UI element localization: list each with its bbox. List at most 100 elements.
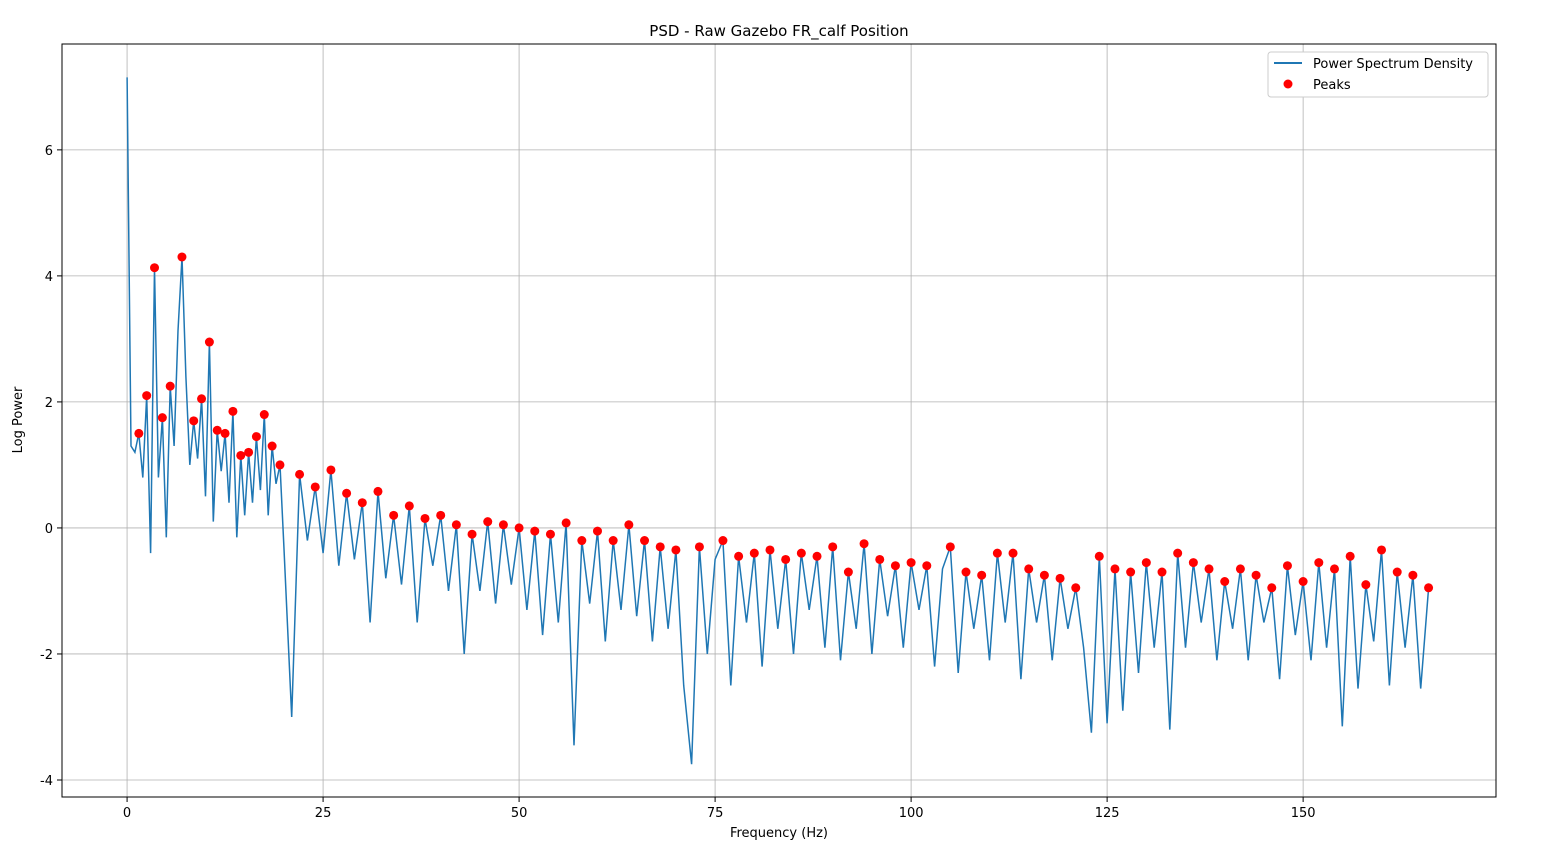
peak-point [436, 510, 446, 520]
x-tick-label: 150 [1291, 806, 1316, 821]
peak-point [1251, 570, 1261, 580]
peak-point [1204, 564, 1214, 574]
peak-point [906, 558, 916, 568]
peak-point [977, 570, 987, 580]
peak-point [1055, 573, 1065, 583]
peak-point [357, 498, 367, 508]
y-tick-label: 2 [45, 396, 53, 411]
peak-point [389, 510, 399, 520]
peak-point [859, 539, 869, 549]
peak-point [212, 425, 222, 435]
legend-label: Peaks [1313, 78, 1351, 93]
peak-point [142, 391, 152, 401]
peak-point [694, 542, 704, 552]
peak-point [228, 406, 238, 416]
peak-point [165, 381, 175, 391]
peak-point [561, 518, 571, 528]
psd-line [126, 77, 1430, 765]
legend-label: Power Spectrum Density [1313, 57, 1473, 72]
peak-point [157, 413, 167, 423]
peak-point [295, 469, 305, 479]
peak-point [1345, 551, 1355, 561]
peak-point [1361, 580, 1371, 590]
peak-point [451, 520, 461, 530]
peak-point [640, 536, 650, 546]
peak-point [467, 529, 477, 539]
peak-point [1282, 561, 1292, 571]
y-tick-label: 4 [45, 270, 53, 285]
legend-marker [1283, 79, 1293, 89]
peak-point [326, 465, 336, 475]
peak-point [1392, 567, 1402, 577]
peak-point [1141, 558, 1151, 568]
peak-point [1267, 583, 1277, 593]
peak-point [204, 337, 214, 347]
peak-point [1157, 567, 1167, 577]
peak-point [1110, 564, 1120, 574]
y-tick-label: 6 [45, 144, 53, 159]
peak-point [1126, 567, 1136, 577]
peak-point [781, 554, 791, 564]
peak-point [236, 450, 246, 460]
peak-point [267, 441, 277, 451]
peak-point [244, 447, 254, 457]
peak-point [671, 545, 681, 555]
peak-point [134, 428, 144, 438]
peak-point [828, 542, 838, 552]
peak-point [1377, 545, 1387, 555]
peak-point [592, 526, 602, 536]
peak-point [945, 542, 955, 552]
peak-point [608, 536, 618, 546]
peak-point [890, 561, 900, 571]
x-tick-label: 25 [315, 806, 332, 821]
peak-point [961, 567, 971, 577]
y-tick-label: -2 [40, 648, 53, 663]
peak-point [577, 536, 587, 546]
peak-point [992, 548, 1002, 558]
peak-point [1329, 564, 1339, 574]
peak-point [1188, 558, 1198, 568]
peak-point [624, 520, 634, 530]
x-tick-label: 50 [511, 806, 528, 821]
peak-point [498, 520, 508, 530]
peak-point [220, 428, 230, 438]
peak-point [275, 460, 285, 470]
peak-point [251, 432, 261, 442]
peak-point [875, 554, 885, 564]
plot-frame [61, 43, 1497, 798]
peak-point [843, 567, 853, 577]
peak-point [373, 486, 383, 496]
x-tick-label: 125 [1095, 806, 1120, 821]
peak-point [765, 545, 775, 555]
peak-point [1024, 564, 1034, 574]
peak-point [150, 263, 160, 273]
x-axis-label: Frequency (Hz) [730, 826, 828, 841]
x-tick-label: 75 [707, 806, 724, 821]
peak-point [1314, 558, 1324, 568]
peak-point [1220, 576, 1230, 586]
peak-point [420, 513, 430, 523]
y-tick-label: -4 [40, 774, 53, 789]
peak-point [310, 482, 320, 492]
peak-point [1408, 570, 1418, 580]
peak-point [404, 501, 414, 511]
peak-point [796, 548, 806, 558]
peak-point [734, 551, 744, 561]
peak-point [483, 517, 493, 527]
peak-point [545, 529, 555, 539]
peak-point [749, 548, 759, 558]
peak-point [1094, 551, 1104, 561]
peak-point [342, 488, 352, 498]
peak-point [718, 536, 728, 546]
peak-point [177, 252, 187, 262]
peak-point [189, 416, 199, 426]
peak-point [530, 526, 540, 536]
x-tick-label: 100 [899, 806, 924, 821]
peak-point [1008, 548, 1018, 558]
peak-point [655, 542, 665, 552]
peak-point [197, 394, 207, 404]
peak-point [1424, 583, 1434, 593]
x-tick-label: 0 [123, 806, 131, 821]
peak-point [1173, 548, 1183, 558]
